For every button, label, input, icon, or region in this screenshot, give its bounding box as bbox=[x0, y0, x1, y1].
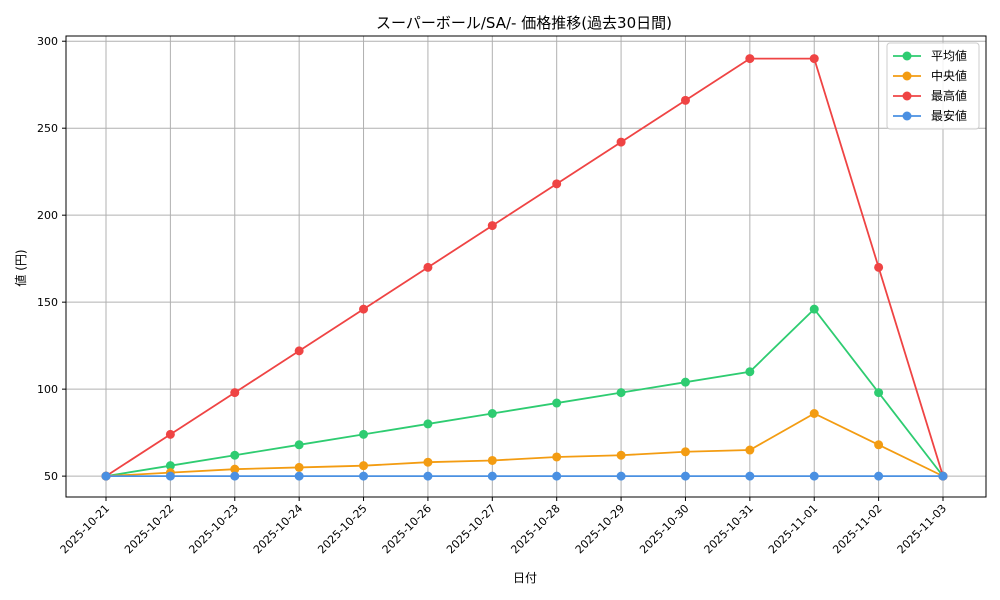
data-point bbox=[874, 440, 884, 450]
legend-marker bbox=[902, 111, 912, 121]
legend-marker bbox=[902, 71, 912, 81]
y-tick-label: 300 bbox=[37, 35, 58, 48]
data-point bbox=[230, 450, 240, 460]
data-point bbox=[294, 471, 304, 481]
y-tick-label: 100 bbox=[37, 383, 58, 396]
data-point bbox=[680, 447, 690, 457]
data-point bbox=[294, 462, 304, 472]
data-point bbox=[423, 457, 433, 467]
data-point bbox=[745, 471, 755, 481]
x-tick-label: 2025-10-21 bbox=[58, 502, 112, 556]
y-tick-label: 150 bbox=[37, 296, 58, 309]
data-point bbox=[680, 377, 690, 387]
data-point bbox=[874, 471, 884, 481]
data-point bbox=[874, 262, 884, 272]
data-point bbox=[552, 471, 562, 481]
data-point bbox=[359, 429, 369, 439]
data-point bbox=[487, 221, 497, 231]
data-point bbox=[809, 408, 819, 418]
data-point bbox=[359, 461, 369, 471]
legend-item: 最高値 bbox=[893, 88, 967, 103]
series-line bbox=[105, 307, 944, 478]
data-point bbox=[745, 367, 755, 377]
series-layer bbox=[101, 54, 948, 481]
legend-label: 平均値 bbox=[931, 48, 967, 63]
data-point bbox=[294, 346, 304, 356]
data-point bbox=[165, 471, 175, 481]
data-point bbox=[552, 179, 562, 189]
series-最高値 bbox=[101, 54, 948, 481]
series-最安値 bbox=[101, 471, 948, 481]
data-point bbox=[680, 95, 690, 105]
x-tick-label: 2025-10-28 bbox=[508, 502, 562, 556]
data-point bbox=[101, 471, 111, 481]
x-axis-label: 日付 bbox=[513, 571, 537, 585]
y-axis-ticks: 50 100 150 200 250 300 bbox=[37, 35, 66, 483]
data-point bbox=[230, 388, 240, 398]
legend-label: 最高値 bbox=[931, 88, 967, 103]
legend-label: 最安値 bbox=[931, 108, 967, 123]
data-point bbox=[616, 450, 626, 460]
legend-marker bbox=[902, 51, 912, 61]
legend-item: 平均値 bbox=[893, 48, 967, 63]
x-tick-label: 2025-11-02 bbox=[830, 502, 884, 556]
series-中央値 bbox=[101, 408, 948, 481]
x-tick-label: 2025-10-31 bbox=[702, 502, 756, 556]
data-point bbox=[680, 471, 690, 481]
series-line bbox=[105, 412, 944, 478]
data-point bbox=[165, 429, 175, 439]
data-point bbox=[745, 445, 755, 455]
data-point bbox=[359, 471, 369, 481]
x-tick-label: 2025-10-29 bbox=[573, 502, 627, 556]
data-point bbox=[552, 398, 562, 408]
data-point bbox=[165, 461, 175, 471]
chart-title: スーパーボール/SA/- 価格推移(過去30日間) bbox=[376, 14, 672, 32]
legend-item: 中央値 bbox=[893, 68, 967, 83]
data-point bbox=[809, 304, 819, 314]
data-point bbox=[487, 408, 497, 418]
data-point bbox=[294, 440, 304, 450]
x-tick-label: 2025-10-30 bbox=[637, 502, 691, 556]
data-point bbox=[616, 471, 626, 481]
data-point bbox=[809, 471, 819, 481]
legend-label: 中央値 bbox=[931, 68, 967, 83]
series-平均値 bbox=[101, 304, 948, 481]
data-point bbox=[423, 419, 433, 429]
x-tick-label: 2025-10-27 bbox=[444, 502, 498, 556]
data-point bbox=[423, 471, 433, 481]
data-point bbox=[423, 262, 433, 272]
data-point bbox=[745, 54, 755, 64]
data-point bbox=[616, 137, 626, 147]
x-tick-label: 2025-10-22 bbox=[122, 502, 176, 556]
x-tick-label: 2025-10-23 bbox=[186, 502, 240, 556]
data-point bbox=[230, 471, 240, 481]
x-axis-ticks: 2025-10-21 2025-10-22 2025-10-23 2025-10-24… bbox=[58, 497, 949, 556]
data-point bbox=[938, 471, 948, 481]
x-tick-label: 2025-11-01 bbox=[766, 502, 820, 556]
series-line bbox=[105, 57, 944, 477]
y-tick-label: 200 bbox=[37, 209, 58, 222]
data-point bbox=[616, 388, 626, 398]
data-point bbox=[487, 455, 497, 465]
x-tick-label: 2025-10-26 bbox=[380, 502, 434, 556]
x-tick-label: 2025-10-24 bbox=[251, 502, 305, 556]
y-tick-label: 50 bbox=[44, 470, 58, 483]
y-axis-label: 値 (円) bbox=[13, 249, 28, 286]
plot-frame bbox=[65, 35, 987, 498]
data-point bbox=[230, 464, 240, 474]
legend-box bbox=[886, 42, 980, 130]
x-tick-label: 2025-11-03 bbox=[895, 502, 949, 556]
data-point bbox=[552, 452, 562, 462]
data-point bbox=[874, 388, 884, 398]
data-point bbox=[809, 54, 819, 64]
grid-lines bbox=[66, 36, 986, 497]
y-tick-label: 250 bbox=[37, 122, 58, 135]
legend-marker bbox=[902, 91, 912, 101]
data-point bbox=[359, 304, 369, 314]
data-point bbox=[487, 471, 497, 481]
x-tick-label: 2025-10-25 bbox=[315, 502, 369, 556]
legend-item: 最安値 bbox=[893, 108, 967, 123]
